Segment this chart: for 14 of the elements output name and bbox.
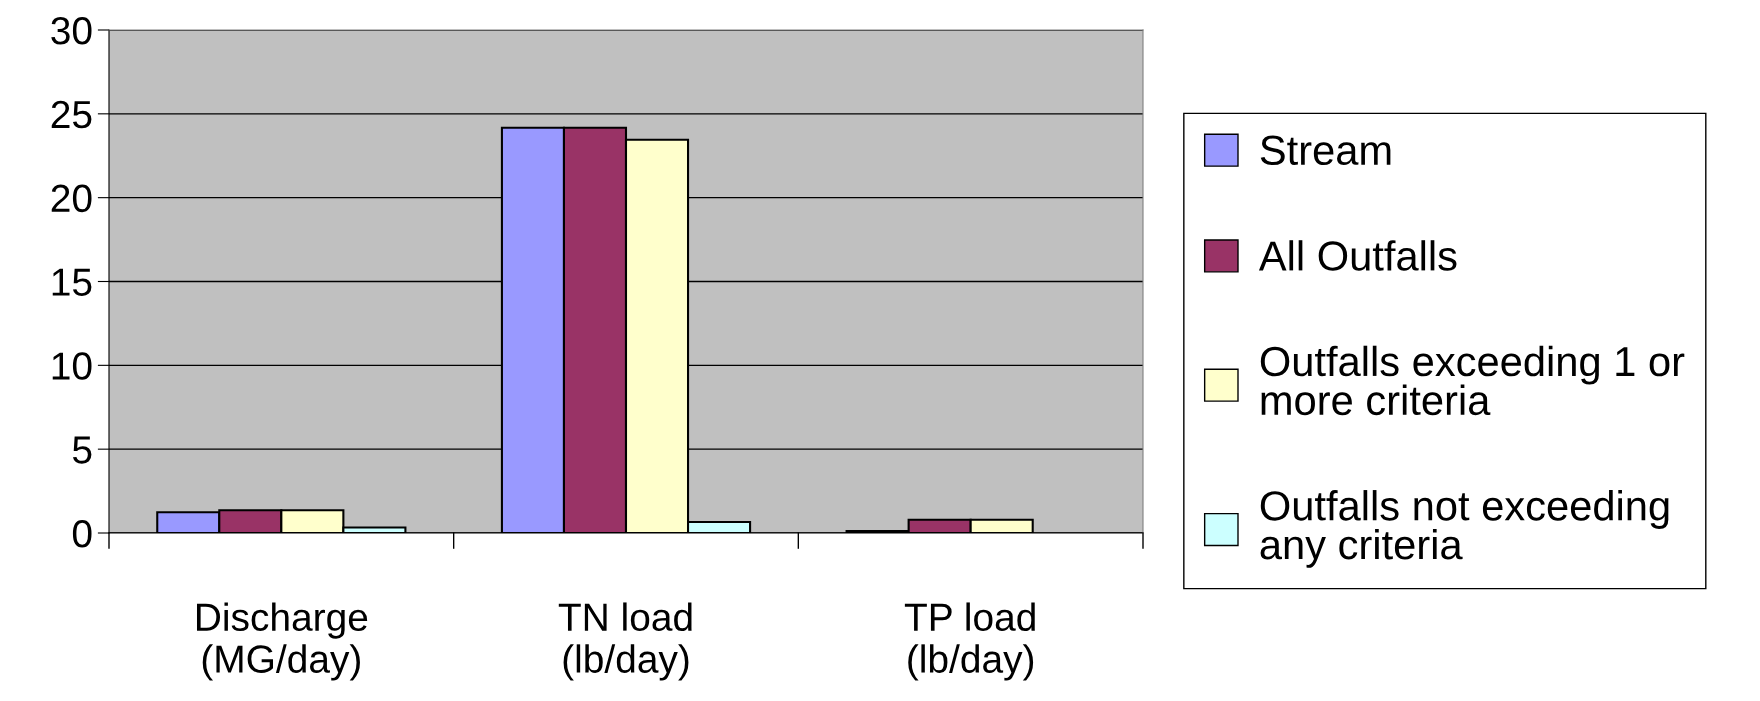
y-tick-label: 25 [51, 100, 92, 129]
legend-label: Stream [1260, 135, 1391, 166]
y-tick-label: 20 [51, 184, 92, 213]
legend-label: Outfalls not exceeding any criteria [1260, 490, 1669, 568]
legend-label: All Outfalls [1258, 240, 1457, 271]
y-tick-label: 30 [51, 16, 92, 45]
x-tick-label: TN load (lb/day) [558, 602, 692, 681]
y-tick-label: 10 [52, 352, 92, 380]
y-tick-label: 5 [72, 436, 92, 464]
x-tick-label: Discharge (MG/day) [196, 602, 368, 681]
x-tick-label: TP load (lb/day) [904, 602, 1035, 681]
legend-label: Outfalls exceeding 1 or more criteria [1260, 345, 1685, 416]
y-tick-label: 0 [72, 519, 92, 548]
y-tick-label: 15 [52, 268, 92, 296]
